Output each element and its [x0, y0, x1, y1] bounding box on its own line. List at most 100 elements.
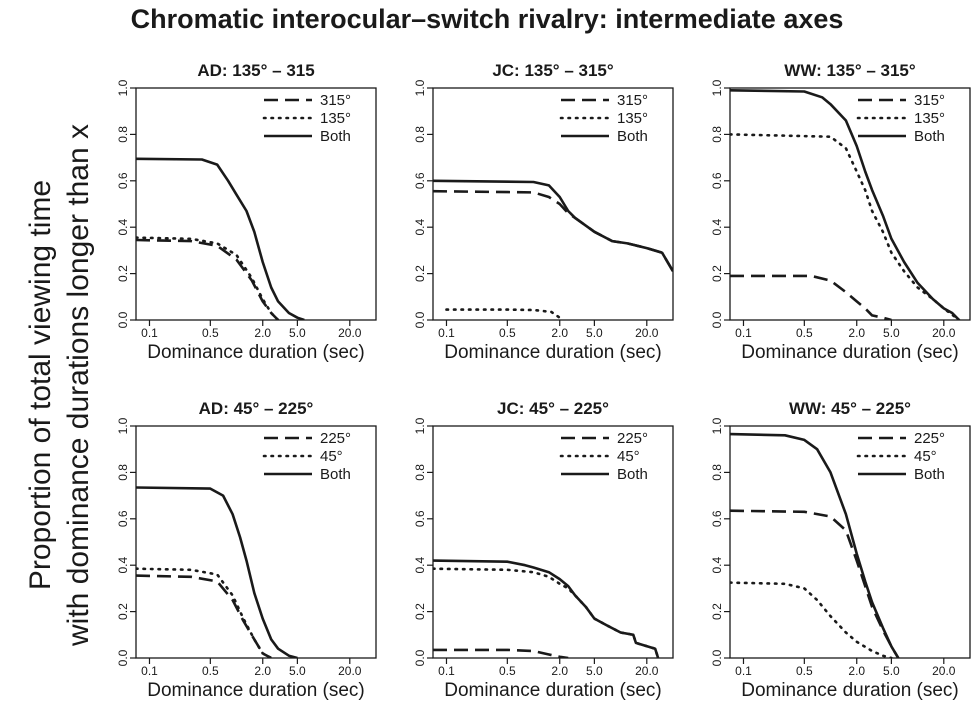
x-tick-label: 0.1 [735, 664, 752, 678]
legend-label: 225° [320, 430, 351, 447]
series-line-solid [433, 179, 673, 272]
y-tick-label: 0.0 [116, 649, 130, 666]
x-tick-label: 2.0 [254, 326, 271, 340]
legend-label: Both [914, 466, 945, 483]
y-tick-label: 0.6 [413, 172, 427, 189]
x-tick-label: 5.0 [883, 326, 900, 340]
y-tick-label: 1.0 [710, 79, 724, 96]
y-tick-label: 0.8 [413, 126, 427, 143]
x-tick-label: 20.0 [635, 664, 659, 678]
y-tick-label: 1.0 [710, 417, 724, 434]
chart-title: WW: 45° – 225° [789, 399, 911, 418]
y-tick-label: 0.4 [710, 219, 724, 236]
legend-label: 45° [914, 448, 937, 465]
x-tick-label: 0.5 [499, 664, 516, 678]
x-tick-label: 5.0 [289, 326, 306, 340]
y-tick-label: 0.8 [116, 126, 130, 143]
plot-frame [432, 87, 674, 321]
y-tick-label: 1.0 [116, 417, 130, 434]
legend-label: 45° [320, 448, 343, 465]
chart-title: JC: 45° – 225° [497, 399, 609, 418]
chart-title: AD: 45° – 225° [199, 399, 314, 418]
y-tick-label: 0.8 [413, 464, 427, 481]
x-axis-label: Dominance duration (sec) [444, 680, 662, 701]
legend: 315°135°Both [262, 92, 351, 145]
x-axis-label: Dominance duration (sec) [147, 680, 365, 701]
x-tick-label: 20.0 [338, 664, 362, 678]
x-tick-label: 5.0 [586, 664, 603, 678]
x-tick-label: 0.5 [499, 326, 516, 340]
y-tick-label: 0.0 [116, 311, 130, 328]
chart-title: WW: 135° – 315° [784, 61, 916, 80]
series-line-dotted [136, 236, 280, 320]
legend-label: 315° [617, 92, 648, 109]
x-tick-label: 2.0 [848, 326, 865, 340]
x-tick-label: 0.1 [438, 326, 455, 340]
y-tick-label: 0.2 [413, 265, 427, 282]
series-line-dotted [730, 133, 961, 320]
series-line-dashed [433, 648, 569, 658]
legend: 315°135°Both [856, 92, 945, 145]
y-tick-label: 0.6 [710, 172, 724, 189]
legend-label: 45° [617, 448, 640, 465]
y-tick-label: 0.8 [116, 464, 130, 481]
legend: 225°45°Both [262, 430, 351, 483]
y-tick-label: 0.6 [413, 510, 427, 527]
legend-label: 225° [914, 430, 945, 447]
x-tick-label: 2.0 [551, 664, 568, 678]
series-line-solid [730, 432, 900, 658]
y-tick-label: 0.4 [413, 219, 427, 236]
x-axis-label: Dominance duration (sec) [741, 342, 959, 363]
chart-panel-2: JC: 135° – 315° 0.0 0.2 0.4 0.6 0.8 1.0 0.1 0.5 2… [413, 61, 674, 363]
series-line-solid [136, 157, 305, 320]
x-axis-label: Dominance duration (sec) [741, 680, 959, 701]
plot-frame [135, 425, 377, 659]
y-tick-label: 0.4 [116, 557, 130, 574]
x-axis-label: Dominance duration (sec) [444, 342, 662, 363]
legend: 225°45°Both [856, 430, 945, 483]
y-tick-label: 0.2 [116, 265, 130, 282]
plot-frame [135, 87, 377, 321]
legend-label: Both [914, 128, 945, 145]
x-tick-label: 0.1 [141, 664, 158, 678]
x-tick-label: 0.1 [438, 664, 455, 678]
chart-title: AD: 135° – 315 [197, 61, 314, 80]
chart-title: JC: 135° – 315° [492, 61, 614, 80]
legend: 315°135°Both [559, 92, 648, 145]
y-tick-label: 0.4 [710, 557, 724, 574]
y-tick-label: 0.2 [710, 265, 724, 282]
legend-label: 315° [320, 92, 351, 109]
y-tick-label: 0.2 [116, 603, 130, 620]
legend-label: Both [617, 128, 648, 145]
legend-label: 135° [617, 110, 648, 127]
x-tick-label: 20.0 [635, 326, 659, 340]
x-tick-label: 0.5 [796, 326, 813, 340]
series-line-dotted [445, 308, 565, 320]
y-tick-label: 0.0 [710, 311, 724, 328]
series-line-solid [136, 486, 298, 658]
series-line-dashed [730, 274, 892, 320]
plot-frame [432, 425, 674, 659]
y-tick-label: 0.0 [710, 649, 724, 666]
x-tick-label: 5.0 [586, 326, 603, 340]
chart-panel-3: WW: 135° – 315° 0.0 0.2 0.4 0.6 0.8 1.0 0.1 0.5 2… [710, 61, 971, 363]
chart-panel-5: JC: 45° – 225° 0.0 0.2 0.4 0.6 0.8 1.0 0.1 0.5 2.… [413, 399, 674, 701]
legend: 225°45°Both [559, 430, 648, 483]
legend-label: 315° [914, 92, 945, 109]
x-tick-label: 2.0 [848, 664, 865, 678]
x-tick-label: 0.5 [202, 326, 219, 340]
series-line-dotted [433, 567, 660, 658]
x-axis-label: Dominance duration (sec) [147, 342, 365, 363]
y-tick-label: 0.4 [413, 557, 427, 574]
x-tick-label: 20.0 [932, 326, 956, 340]
series-line-solid [730, 89, 961, 320]
y-tick-label: 0.6 [116, 172, 130, 189]
x-tick-label: 2.0 [551, 326, 568, 340]
series-line-dotted [730, 581, 893, 658]
y-tick-label: 1.0 [413, 79, 427, 96]
y-tick-label: 0.6 [710, 510, 724, 527]
y-tick-label: 1.0 [413, 417, 427, 434]
series-line-dashed [433, 189, 673, 272]
y-tick-label: 1.0 [116, 79, 130, 96]
